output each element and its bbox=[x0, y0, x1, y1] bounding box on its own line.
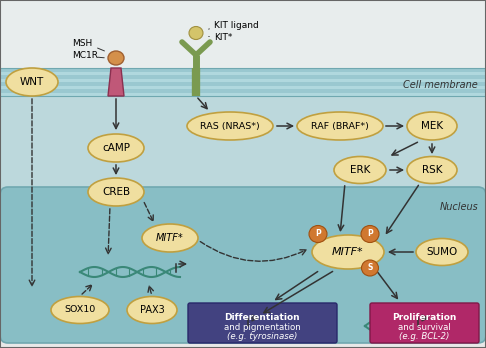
Text: KIT ligand: KIT ligand bbox=[214, 22, 259, 31]
FancyBboxPatch shape bbox=[370, 303, 479, 343]
Ellipse shape bbox=[309, 226, 327, 243]
Text: CREB: CREB bbox=[102, 187, 130, 197]
Text: cAMP: cAMP bbox=[102, 143, 130, 153]
Bar bbox=[0, 89, 486, 93]
Text: Proliferation: Proliferation bbox=[392, 313, 456, 322]
Bar bbox=[0, 68, 486, 71]
Bar bbox=[0, 82, 486, 86]
Bar bbox=[0, 71, 486, 75]
Ellipse shape bbox=[312, 235, 384, 269]
Text: MITF*: MITF* bbox=[332, 247, 364, 257]
Text: RSK: RSK bbox=[422, 165, 442, 175]
Text: RAS (NRAS*): RAS (NRAS*) bbox=[200, 121, 260, 130]
Bar bbox=[0, 75, 486, 79]
Text: P: P bbox=[315, 229, 321, 238]
Ellipse shape bbox=[297, 112, 383, 140]
FancyBboxPatch shape bbox=[0, 187, 486, 343]
Bar bbox=[0, 93, 486, 96]
Text: KIT*: KIT* bbox=[214, 32, 232, 41]
Bar bbox=[0, 70, 486, 280]
Ellipse shape bbox=[6, 68, 58, 96]
Ellipse shape bbox=[187, 112, 273, 140]
Polygon shape bbox=[108, 68, 124, 96]
Bar bbox=[0, 0, 486, 70]
Ellipse shape bbox=[108, 51, 124, 65]
Text: Nucleus: Nucleus bbox=[439, 202, 478, 212]
Text: S: S bbox=[367, 263, 373, 272]
Ellipse shape bbox=[88, 178, 144, 206]
Text: and pigmentation: and pigmentation bbox=[224, 323, 300, 332]
Text: RAF (BRAF*): RAF (BRAF*) bbox=[311, 121, 369, 130]
Ellipse shape bbox=[407, 112, 457, 140]
Ellipse shape bbox=[88, 134, 144, 162]
Ellipse shape bbox=[362, 260, 379, 276]
Ellipse shape bbox=[334, 157, 386, 183]
Ellipse shape bbox=[142, 224, 198, 252]
Ellipse shape bbox=[407, 157, 457, 183]
Text: Cell membrane: Cell membrane bbox=[403, 80, 478, 90]
Text: P: P bbox=[367, 229, 373, 238]
Ellipse shape bbox=[51, 296, 109, 324]
Text: MEK: MEK bbox=[421, 121, 443, 131]
Text: Differentiation: Differentiation bbox=[224, 313, 300, 322]
Bar bbox=[0, 86, 486, 89]
Text: SOX10: SOX10 bbox=[64, 306, 96, 315]
Text: SUMO: SUMO bbox=[426, 247, 458, 257]
Text: (e.g. BCL-2): (e.g. BCL-2) bbox=[399, 332, 449, 341]
Ellipse shape bbox=[416, 238, 468, 266]
FancyBboxPatch shape bbox=[188, 303, 337, 343]
Text: MC1R: MC1R bbox=[72, 52, 98, 61]
Ellipse shape bbox=[127, 296, 177, 324]
Ellipse shape bbox=[189, 26, 203, 40]
Ellipse shape bbox=[361, 226, 379, 243]
Text: (e.g. tyrosinase): (e.g. tyrosinase) bbox=[227, 332, 297, 341]
Text: PAX3: PAX3 bbox=[139, 305, 164, 315]
Text: MSH: MSH bbox=[72, 40, 92, 48]
Bar bbox=[0, 79, 486, 82]
Text: MITF*: MITF* bbox=[156, 233, 184, 243]
Text: and survival: and survival bbox=[398, 323, 451, 332]
Text: WNT: WNT bbox=[20, 77, 44, 87]
Text: ERK: ERK bbox=[350, 165, 370, 175]
